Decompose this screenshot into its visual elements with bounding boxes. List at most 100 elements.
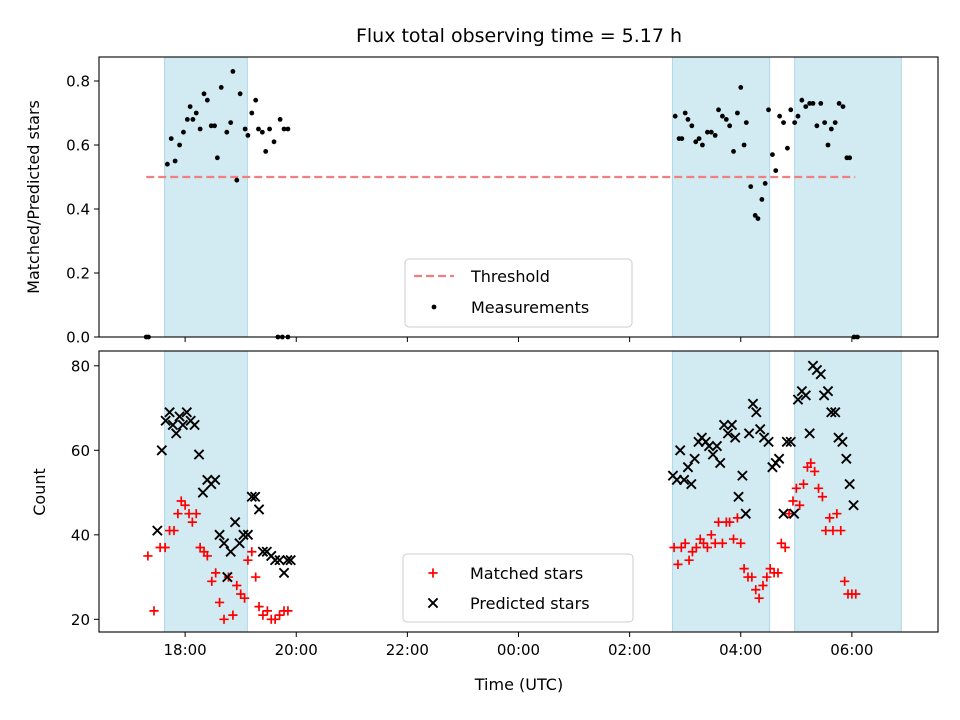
matched-star-point — [191, 509, 201, 519]
predicted-star-point — [257, 546, 269, 557]
matched-star-point — [736, 538, 746, 548]
predicted-star-point — [181, 406, 193, 418]
predicted-star-point — [743, 428, 755, 439]
measurement-point — [164, 161, 170, 167]
matched-star-point — [840, 576, 850, 586]
top-y-axis-label: Matched/Predicted stars — [24, 100, 43, 294]
predicted-star-point — [269, 554, 281, 566]
y-tick-label: 20 — [71, 611, 90, 629]
predicted-star-point — [253, 504, 265, 515]
matched-star-point — [758, 580, 768, 591]
measurement-point — [193, 110, 199, 116]
predicted-star-point — [804, 428, 815, 439]
matched-star-point — [810, 466, 820, 477]
measurement-point — [281, 126, 287, 132]
matched-star-point — [713, 517, 724, 527]
x-tick-label: 22:00 — [386, 641, 429, 659]
chart-title: Flux total observing time = 5.17 h — [356, 25, 682, 47]
predicted-star-point — [822, 385, 834, 397]
predicted-star-point — [844, 478, 855, 490]
predicted-star-point — [714, 457, 726, 469]
matched-star-point — [187, 517, 197, 527]
shaded-interval — [794, 350, 902, 633]
measurement-point — [712, 133, 718, 138]
measurement-point — [682, 110, 688, 116]
predicted-star-point — [778, 508, 789, 519]
predicted-star-point — [751, 406, 762, 418]
measurement-point — [214, 155, 220, 161]
matched-star-point — [143, 551, 153, 561]
measurement-point — [190, 117, 196, 122]
matched-star-point — [283, 606, 293, 616]
measurement-point — [267, 126, 272, 132]
predicted-star-point — [278, 567, 290, 579]
measurement-point — [795, 113, 801, 119]
measurement-point — [230, 69, 236, 74]
measurement-point — [735, 110, 740, 116]
matched-star-point — [262, 606, 272, 616]
measurements-legend-swatch — [431, 304, 437, 310]
measurement-point — [773, 168, 779, 174]
matched-star-point — [795, 500, 805, 510]
matched-star-point — [149, 606, 159, 616]
predicted-star-point — [285, 554, 296, 566]
matched-stars-legend-swatch — [428, 568, 438, 578]
bottom-legend-box — [402, 553, 634, 623]
shaded-interval — [671, 56, 771, 338]
measurement-point — [716, 107, 721, 113]
predicted-star-point — [246, 491, 258, 503]
predicted-star-point — [214, 529, 225, 541]
top-measurement-points — [143, 69, 860, 340]
measurement-point — [237, 91, 243, 97]
measurements-legend-label: Measurements — [471, 298, 589, 317]
matched-star-point — [791, 483, 801, 493]
predicted-star-point — [747, 398, 759, 410]
predicted-stars-legend-swatch — [427, 597, 439, 609]
matched-star-point — [270, 614, 280, 624]
measurement-point — [705, 129, 710, 135]
measurement-point — [755, 216, 761, 222]
predicted-star-point — [229, 516, 241, 528]
measurement-point — [218, 85, 224, 90]
measurement-point — [792, 120, 798, 125]
matched-star-point — [728, 534, 739, 544]
bottom-y-axis-label: Count — [30, 468, 49, 516]
matched-star-point — [202, 551, 212, 561]
measurement-point — [777, 113, 783, 119]
predicted-star-point — [238, 529, 249, 541]
predicted-star-point — [160, 415, 171, 426]
measurement-point — [828, 126, 834, 132]
measurement-point — [814, 123, 820, 129]
predicted-star-point — [686, 478, 697, 490]
x-axis-label: Time (UTC) — [474, 675, 563, 694]
predicted-star-point — [703, 440, 715, 452]
matched-star-point — [851, 589, 861, 599]
measurement-point — [738, 85, 744, 90]
measurement-point — [803, 104, 809, 109]
matched-star-point — [832, 509, 842, 519]
predicted-star-point — [792, 394, 804, 405]
measurement-point — [204, 97, 210, 103]
measurement-point — [256, 126, 261, 132]
predicted-star-point — [242, 529, 254, 541]
measurement-point — [696, 136, 702, 142]
predicted-star-point — [718, 419, 730, 431]
measurement-point — [741, 142, 747, 148]
measurement-point — [212, 123, 217, 129]
predicted-star-point — [218, 537, 230, 549]
matched-star-point — [813, 483, 824, 493]
top-y-axis: 0.0 0.2 0.4 0.6 0.8 — [66, 73, 99, 347]
measurement-point — [208, 123, 214, 129]
predicted-star-point — [234, 537, 245, 549]
matched-star-point — [739, 564, 749, 574]
top-legend: Threshold Measurements — [404, 258, 633, 328]
predicted-star-point — [773, 453, 785, 465]
measurement-point — [224, 129, 230, 135]
predicted-star-point — [722, 428, 734, 439]
predicted-star-point — [209, 474, 221, 486]
measurement-point — [242, 126, 248, 132]
matched-star-point — [836, 525, 846, 536]
measurement-point — [700, 142, 705, 148]
matched-star-point — [228, 610, 238, 620]
matched-star-point — [180, 500, 190, 510]
